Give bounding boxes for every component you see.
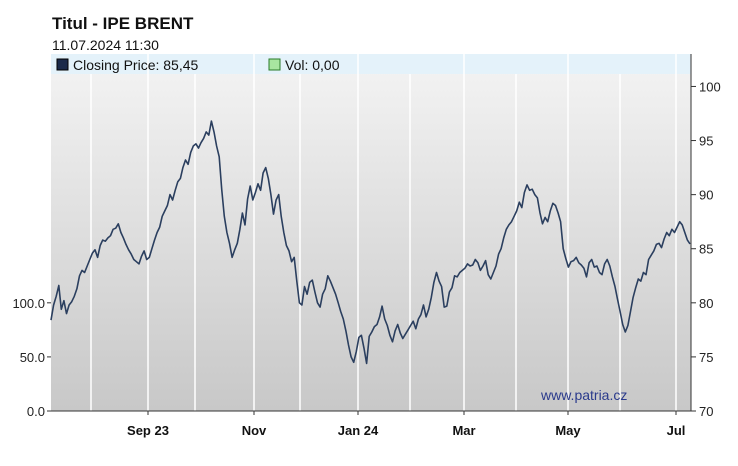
x-ticks: Sep 23 Nov Jan 24 Mar May Jul <box>127 411 685 438</box>
x-tick-label: Sep 23 <box>127 423 169 438</box>
series-group <box>50 120 691 365</box>
watermark: www.patria.cz <box>540 387 627 403</box>
chart-title: Titul - IPE BRENT <box>52 14 194 33</box>
right-y-tick-label: 100 <box>699 79 721 94</box>
right-y-tick-label: 85 <box>699 242 713 257</box>
x-tick-label: May <box>555 423 581 438</box>
chart-timestamp: 11.07.2024 11:30 <box>52 37 159 53</box>
left-y-tick-label: 50.0 <box>20 350 45 365</box>
grid-lines <box>90 54 677 411</box>
right-y-tick-label: 80 <box>699 296 713 311</box>
right-y-tick-label: 75 <box>699 350 713 365</box>
left-y-ticks: 0.0 50.0 100.0 <box>12 296 51 419</box>
x-tick-label: Mar <box>452 423 475 438</box>
volume-legend-swatch <box>268 58 281 71</box>
closing-legend-label: Closing Price: 85,45 <box>73 57 199 73</box>
left-y-tick-label: 0.0 <box>27 404 45 419</box>
left-y-tick-label: 100.0 <box>12 296 45 311</box>
right-y-tick-label: 70 <box>699 404 713 419</box>
closing-legend-swatch <box>56 58 69 71</box>
plot-area <box>51 54 691 411</box>
volume-legend-label: Vol: 0,00 <box>285 57 340 73</box>
right-y-tick-label: 95 <box>699 134 713 149</box>
x-tick-label: Jan 24 <box>338 423 379 438</box>
x-tick-label: Jul <box>667 423 686 438</box>
closing-price-line <box>50 120 691 365</box>
legend-band <box>51 54 691 74</box>
right-y-tick-label: 90 <box>699 188 713 203</box>
x-tick-label: Nov <box>242 423 267 438</box>
right-y-ticks: 70 75 80 85 90 95 100 <box>691 79 721 419</box>
